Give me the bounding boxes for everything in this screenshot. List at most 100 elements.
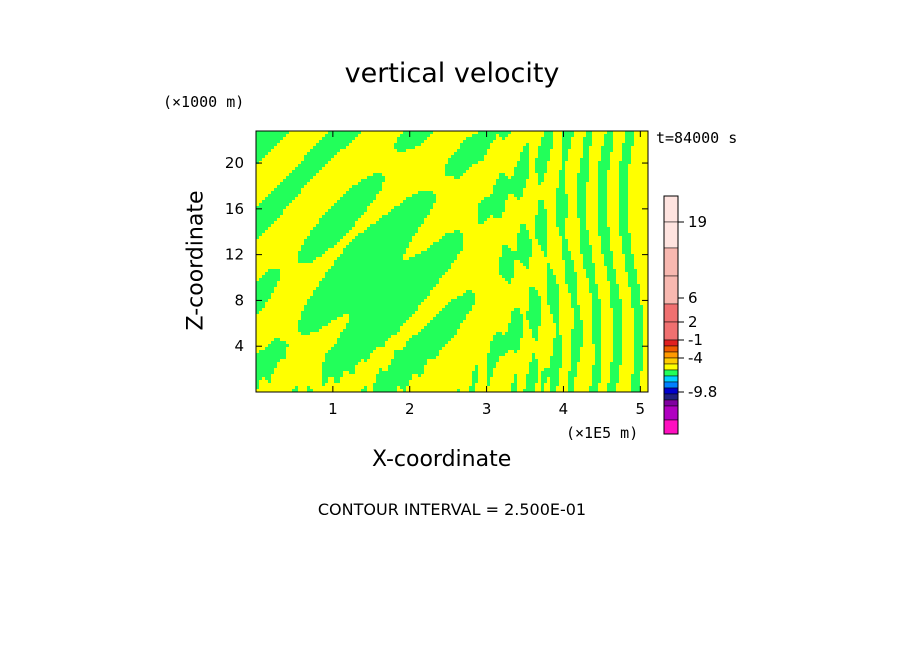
- contour-fill-cell: [580, 164, 589, 167]
- contour-fill-cell: [535, 167, 547, 170]
- contour-fill-cell: [613, 338, 622, 341]
- contour-fill-cell: [574, 323, 583, 326]
- contour-fill-cell: [592, 299, 601, 302]
- contour-fill-cell: [562, 155, 568, 158]
- contour-fill-cell: [421, 251, 460, 254]
- contour-fill-cell: [568, 374, 577, 377]
- contour-fill-cell: [562, 140, 571, 143]
- contour-fill-cell: [631, 296, 640, 299]
- contour-fill-cell: [562, 158, 568, 161]
- contour-fill-cell: [451, 155, 484, 158]
- contour-fill-cell: [571, 338, 583, 341]
- contour-fill-cell: [469, 389, 475, 392]
- contour-fill-cell: [598, 179, 607, 182]
- contour-fill-cell: [289, 173, 316, 176]
- contour-fill-cell: [496, 332, 502, 335]
- contour-fill-cell: [592, 308, 601, 311]
- contour-fill-cell: [427, 248, 463, 251]
- contour-fill-cell: [622, 245, 631, 248]
- contour-fill-cell: [409, 257, 457, 260]
- contour-fill-cell: [502, 275, 514, 278]
- contour-fill-cell: [625, 257, 634, 260]
- contour-fill-cell: [610, 368, 619, 371]
- contour-fill-cell: [610, 302, 622, 305]
- contour-fill-cell: [394, 146, 415, 149]
- contour-fill-cell: [604, 143, 613, 146]
- contour-fill-cell: [529, 323, 541, 326]
- contour-fill-cell: [526, 383, 535, 386]
- contour-fill-cell: [598, 209, 607, 212]
- contour-fill-cell: [529, 299, 541, 302]
- contour-fill-cell: [559, 227, 565, 230]
- contour-fill-cell: [577, 191, 586, 194]
- contour-fill-cell: [613, 359, 622, 362]
- contour-fill-cell: [529, 368, 538, 371]
- contour-fill-cell: [256, 227, 268, 230]
- contour-fill-cell: [577, 215, 586, 218]
- contour-fill-cell: [301, 314, 343, 317]
- contour-fill-cell: [325, 272, 445, 275]
- contour-fill-cell: [265, 347, 286, 350]
- contour-fill-cell: [634, 347, 643, 350]
- y-axis-unit: (×1000 m): [163, 93, 245, 111]
- colorbar-segment: [663, 221, 679, 249]
- contour-fill-cell: [304, 239, 340, 242]
- contour-fill-cell: [538, 152, 550, 155]
- contour-fill-cell: [592, 311, 601, 314]
- contour-fill-cell: [580, 230, 589, 233]
- contour-fill-cell: [256, 224, 271, 227]
- contour-fill-cell: [580, 170, 589, 173]
- contour-fill-cell: [559, 182, 565, 185]
- contour-fill-cell: [529, 362, 538, 365]
- contour-fill-cell: [592, 323, 601, 326]
- contour-fill-cell: [346, 326, 400, 329]
- contour-fill-cell: [316, 143, 349, 146]
- contour-fill-cell: [319, 221, 355, 224]
- contour-fill-cell: [529, 287, 535, 290]
- colorbar-label: -9.8: [688, 383, 717, 401]
- contour-fill-cell: [487, 383, 490, 386]
- contour-fill-cell: [580, 245, 592, 248]
- contour-fill-cell: [622, 152, 631, 155]
- contour-fill-cell: [568, 371, 577, 374]
- contour-fill-cell: [463, 140, 493, 143]
- contour-fill-cell: [568, 380, 574, 383]
- contour-fill-cell: [619, 218, 628, 221]
- contour-fill-cell: [472, 383, 475, 386]
- contour-fill-cell: [556, 209, 568, 212]
- contour-fill-cell: [562, 248, 568, 251]
- contour-fill-cell: [298, 257, 316, 260]
- contour-fill-cell: [577, 209, 586, 212]
- contour-fill-cell: [634, 317, 643, 320]
- contour-fill-cell: [262, 275, 280, 278]
- contour-fill-cell: [592, 380, 601, 383]
- contour-fill-cell: [547, 287, 559, 290]
- contour-fill-cell: [631, 389, 640, 392]
- contour-fill-cell: [634, 362, 643, 365]
- contour-fill-cell: [580, 239, 589, 242]
- contour-fill-cell: [265, 377, 271, 380]
- contour-fill-cell: [319, 284, 436, 287]
- colorbar-segment: [663, 195, 679, 223]
- contour-fill-cell: [256, 143, 277, 146]
- contour-fill-cell: [307, 389, 313, 392]
- time-label: t=84000 s: [656, 129, 738, 147]
- contour-fill-cell: [367, 176, 385, 179]
- contour-fill-cell: [598, 221, 607, 224]
- x-tick-label: 1: [328, 400, 338, 418]
- contour-fill-cell: [310, 149, 340, 152]
- contour-fill-cell: [550, 365, 562, 368]
- contour-fill-cell: [280, 182, 307, 185]
- contour-fill-cell: [565, 275, 577, 278]
- contour-fill-cell: [466, 290, 472, 293]
- contour-fill-cell: [532, 359, 538, 362]
- contour-fill-cell: [373, 389, 397, 392]
- contour-fill-cell: [580, 236, 589, 239]
- contour-fill-cell: [340, 335, 391, 338]
- contour-fill-cell: [610, 299, 622, 302]
- contour-fill-cell: [379, 371, 424, 374]
- colorbar-segment: [663, 419, 679, 435]
- contour-fill-cell: [472, 374, 478, 377]
- contour-fill-cell: [532, 329, 538, 332]
- contour-fill-cell: [343, 251, 406, 254]
